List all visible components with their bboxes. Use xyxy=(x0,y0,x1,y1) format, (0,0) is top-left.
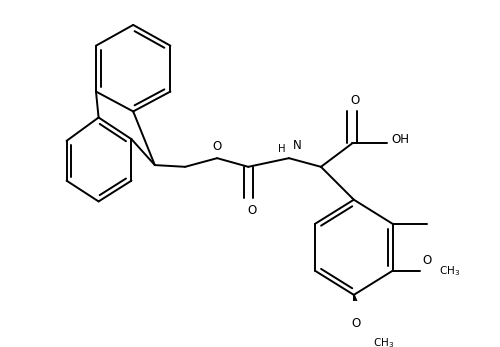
Text: CH$_3$: CH$_3$ xyxy=(440,264,460,278)
Text: O: O xyxy=(351,318,360,330)
Text: O: O xyxy=(212,140,222,153)
Text: H: H xyxy=(278,144,285,154)
Text: CH$_3$: CH$_3$ xyxy=(373,336,394,347)
Text: O: O xyxy=(350,94,360,107)
Text: N: N xyxy=(292,139,301,152)
Text: OH: OH xyxy=(391,134,409,146)
Text: O: O xyxy=(247,204,256,217)
Text: O: O xyxy=(422,254,432,267)
